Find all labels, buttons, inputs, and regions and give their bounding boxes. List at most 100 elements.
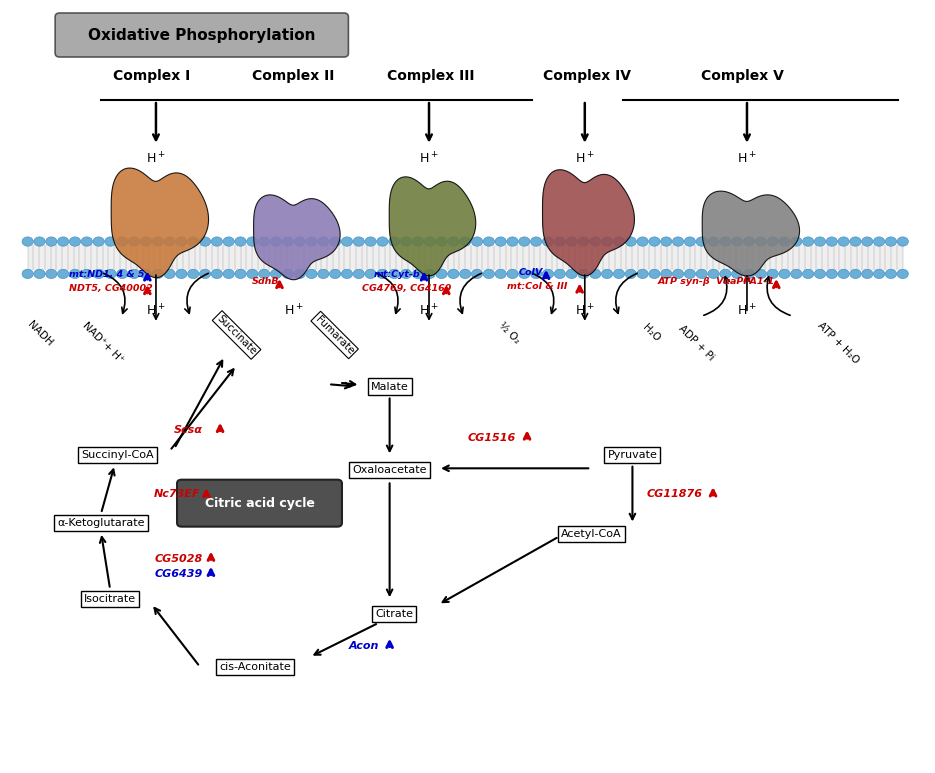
Circle shape [850,269,861,278]
Text: Succinyl-CoA: Succinyl-CoA [81,450,153,460]
Circle shape [661,237,672,247]
Circle shape [696,237,708,247]
Text: mt:ND1, 4 & 5: mt:ND1, 4 & 5 [69,270,144,279]
Circle shape [542,237,554,247]
Circle shape [626,269,637,278]
Circle shape [684,237,696,247]
Polygon shape [111,168,209,278]
Circle shape [885,237,897,247]
Circle shape [22,269,34,278]
Circle shape [436,269,447,278]
Circle shape [460,269,471,278]
Circle shape [199,269,210,278]
Circle shape [684,269,696,278]
Circle shape [578,237,589,247]
Circle shape [590,269,601,278]
Circle shape [626,237,637,247]
Text: NADH: NADH [25,319,54,348]
Text: NAD⁺+ H⁺: NAD⁺+ H⁺ [80,320,125,365]
Text: Malate: Malate [371,382,409,391]
Circle shape [306,237,317,247]
Text: Succinate: Succinate [215,313,258,356]
Circle shape [282,237,294,247]
Circle shape [637,269,648,278]
Circle shape [779,237,790,247]
Circle shape [637,237,648,247]
Circle shape [460,237,471,247]
Circle shape [779,269,790,278]
Circle shape [448,269,459,278]
Circle shape [46,269,57,278]
Circle shape [554,237,566,247]
Circle shape [814,237,826,247]
Circle shape [81,237,93,247]
Circle shape [731,237,742,247]
Text: Pyruvate: Pyruvate [608,450,657,460]
Circle shape [649,269,660,278]
Circle shape [34,269,45,278]
Circle shape [247,237,258,247]
Circle shape [755,269,767,278]
Text: Oxaloacetate: Oxaloacetate [352,465,427,475]
Circle shape [105,237,116,247]
Circle shape [105,269,116,278]
Circle shape [353,237,365,247]
Polygon shape [542,170,635,276]
Circle shape [743,237,755,247]
Circle shape [377,237,388,247]
Text: Acon: Acon [349,641,379,651]
Circle shape [164,237,175,247]
Text: CG4769, CG4169: CG4769, CG4169 [362,284,452,292]
Circle shape [318,269,329,278]
Text: H$^+$: H$^+$ [283,303,303,318]
Text: ATP + H₂O: ATP + H₂O [816,320,861,365]
Circle shape [424,269,436,278]
Circle shape [519,269,530,278]
FancyBboxPatch shape [55,13,349,57]
Circle shape [827,237,838,247]
Circle shape [873,237,885,247]
Polygon shape [702,191,799,276]
Circle shape [152,269,164,278]
Circle shape [696,269,708,278]
Text: H$^+$: H$^+$ [737,152,756,167]
Circle shape [81,269,93,278]
Circle shape [400,237,411,247]
Text: Complex V: Complex V [701,69,784,83]
Circle shape [767,269,778,278]
Circle shape [412,237,424,247]
Circle shape [601,269,612,278]
Text: Citrate: Citrate [375,609,413,618]
Circle shape [306,269,317,278]
Text: mt:CoI & III: mt:CoI & III [507,282,568,291]
Circle shape [873,269,885,278]
Text: Citric acid cycle: Citric acid cycle [205,497,314,509]
Circle shape [897,237,909,247]
Circle shape [802,237,813,247]
Circle shape [566,237,577,247]
Circle shape [69,237,80,247]
Circle shape [720,237,731,247]
Circle shape [223,237,235,247]
Text: CG5028: CG5028 [154,554,202,564]
Circle shape [164,269,175,278]
Circle shape [720,269,731,278]
Text: CG11876: CG11876 [646,489,702,499]
Circle shape [743,269,755,278]
Text: Complex II: Complex II [252,69,335,83]
Text: CG6439: CG6439 [154,569,202,579]
Text: Fumarate: Fumarate [313,314,355,356]
Circle shape [590,237,601,247]
Circle shape [566,269,577,278]
Circle shape [791,269,802,278]
Circle shape [117,237,128,247]
Text: NDT5, CG40002: NDT5, CG40002 [69,284,152,292]
Circle shape [436,237,447,247]
Circle shape [247,269,258,278]
Circle shape [885,269,897,278]
Circle shape [601,237,612,247]
Circle shape [483,237,495,247]
Circle shape [708,237,719,247]
Text: H₂O: H₂O [640,323,661,344]
Circle shape [34,237,45,247]
